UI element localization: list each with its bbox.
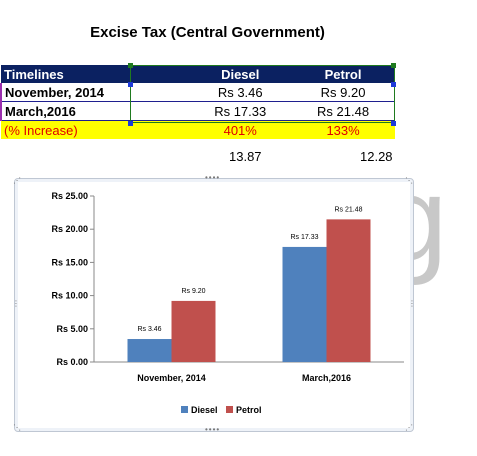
y-tick-label: Rs 20.00 (51, 224, 88, 234)
range-handle[interactable] (391, 121, 396, 126)
legend-diesel: Diesel (191, 404, 218, 415)
y-tick-label: Rs 25.00 (51, 191, 88, 201)
category-label: March,2016 (302, 373, 351, 383)
header-timelines[interactable]: Timelines (1, 65, 190, 83)
table-row: March,2016 Rs 17.33 Rs 21.48 (0, 101, 395, 121)
cell-diesel[interactable]: Rs 17.33 (188, 101, 292, 121)
data-label: Rs 17.33 (290, 234, 318, 241)
resize-handle-corner[interactable]: ⋰ (13, 176, 22, 185)
cell-petrol[interactable]: Rs 9.20 (291, 83, 395, 102)
data-label: Rs 3.46 (137, 326, 161, 333)
excise-table: Timelines Diesel Petrol November, 2014 R… (0, 65, 395, 139)
range-handle[interactable] (128, 121, 133, 126)
selection-handle[interactable] (128, 63, 133, 68)
y-tick-label: Rs 5.00 (56, 324, 88, 334)
category-label: November, 2014 (137, 373, 206, 383)
cell-increase-petrol[interactable]: 133% (291, 120, 395, 139)
range-handle[interactable] (391, 82, 396, 87)
legend-petrol: Petrol (236, 404, 262, 415)
range-handle[interactable] (128, 82, 133, 87)
legend-swatch-petrol (226, 406, 234, 414)
y-tick-label: Rs 10.00 (51, 291, 88, 301)
cell-timeline[interactable]: March,2016 (0, 101, 189, 121)
resize-handle-corner[interactable]: ⋱ (13, 423, 22, 432)
resize-handle-right[interactable]: ⋮ (408, 299, 417, 308)
resize-handle-bottom[interactable]: •••• (205, 425, 221, 434)
chart-legend[interactable]: Diesel Petrol (175, 404, 262, 415)
y-tick-label: Rs 15.00 (51, 257, 88, 267)
chart-object[interactable]: •••• •••• ⋮ ⋮ ⋰ ⋱ ⋱ ⋰ Rs 0.00 Rs 5.00 Rs 1… (12, 173, 417, 434)
selection-handle[interactable] (391, 63, 396, 68)
resize-handle-corner[interactable]: ⋱ (405, 176, 414, 185)
bar-petrol (171, 300, 216, 362)
bar-diesel (127, 339, 172, 362)
table-header-row: Timelines Diesel Petrol (1, 65, 395, 83)
cell-timeline[interactable]: November, 2014 (0, 83, 189, 102)
bar-petrol (326, 219, 371, 362)
header-petrol[interactable]: Petrol (291, 65, 395, 83)
resize-handle-left[interactable]: ⋮ (12, 299, 21, 308)
table-row: November, 2014 Rs 3.46 Rs 9.20 (0, 83, 395, 102)
cell-increase-label[interactable]: (% Increase) (1, 120, 189, 139)
legend-swatch-diesel (181, 406, 188, 414)
resize-handle-top[interactable]: •••• (205, 173, 221, 182)
diff-petrol[interactable]: 12.28 (360, 149, 393, 164)
cell-diesel[interactable]: Rs 3.46 (188, 83, 292, 102)
cell-petrol[interactable]: Rs 21.48 (291, 101, 395, 121)
data-label: Rs 9.20 (181, 288, 205, 295)
diff-diesel[interactable]: 13.87 (229, 149, 262, 164)
bar-chart: Rs 0.00 Rs 5.00 Rs 10.00 Rs 15.00 Rs 20.00 Rs… (51, 191, 404, 383)
y-tick-label: Rs 0.00 (56, 357, 88, 367)
header-diesel[interactable]: Diesel (188, 65, 293, 83)
resize-handle-corner[interactable]: ⋰ (405, 423, 414, 432)
page-title: Excise Tax (Central Government) (90, 24, 325, 41)
cell-increase-diesel[interactable]: 401% (188, 120, 292, 139)
increase-row: (% Increase) 401% 133% (1, 120, 395, 139)
data-label: Rs 21.48 (334, 206, 362, 213)
bar-diesel (282, 246, 327, 362)
